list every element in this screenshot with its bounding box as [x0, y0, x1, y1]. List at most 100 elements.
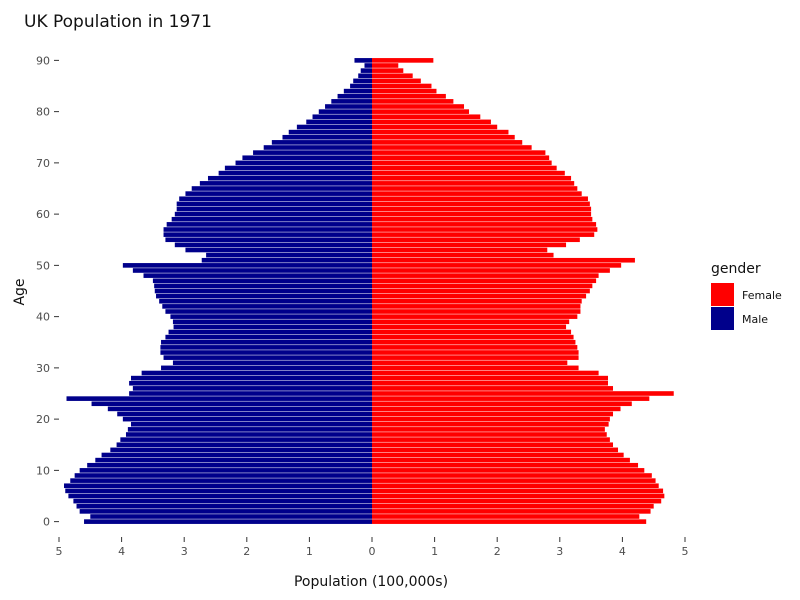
bar-male-age-26 — [132, 386, 372, 391]
bar-female-age-46 — [372, 283, 593, 289]
bar-female-age-70 — [372, 160, 552, 166]
bar-male-age-55 — [165, 237, 372, 243]
bar-female-age-18 — [372, 427, 605, 432]
bar-male-age-41 — [165, 309, 372, 314]
bar-male-age-86 — [353, 78, 372, 84]
bar-male-age-73 — [263, 145, 372, 150]
y-tick-label: 80 — [36, 106, 50, 119]
legend-label-female: Female — [742, 289, 782, 302]
bar-male-age-13 — [101, 452, 373, 458]
x-tick-label: 0 — [369, 545, 376, 558]
bar-female-age-89 — [372, 63, 399, 68]
bar-female-age-84 — [372, 88, 437, 94]
bar-female-age-73 — [372, 145, 532, 150]
bar-male-age-28 — [130, 375, 372, 381]
bar-male-age-17 — [125, 432, 373, 437]
bar-male-age-58 — [166, 222, 372, 227]
bar-male-age-83 — [337, 93, 372, 99]
bar-male-age-23 — [91, 401, 372, 407]
bar-male-age-81 — [325, 104, 372, 109]
bar-male-age-75 — [282, 134, 372, 140]
y-tick-label: 30 — [36, 362, 50, 375]
bar-female-age-57 — [372, 227, 598, 232]
bar-female-age-80 — [372, 109, 470, 114]
x-tick-label: 1 — [306, 545, 313, 558]
bar-female-age-37 — [372, 329, 572, 335]
x-tick-label: 2 — [494, 545, 501, 558]
bar-female-age-4 — [372, 498, 662, 504]
bar-female-age-2 — [372, 509, 651, 514]
bar-female-age-71 — [372, 155, 550, 161]
bar-male-age-40 — [170, 314, 372, 319]
bar-female-age-22 — [372, 406, 621, 412]
chart-title: UK Population in 1971 — [24, 12, 212, 32]
bar-female-age-19 — [372, 421, 609, 427]
bar-male-age-38 — [173, 324, 372, 330]
bar-male-age-7 — [64, 483, 373, 489]
bar-female-age-33 — [372, 350, 579, 355]
x-tick-label: 3 — [181, 545, 188, 558]
bar-female-age-36 — [372, 334, 574, 340]
bar-female-age-67 — [372, 175, 572, 181]
bar-female-age-83 — [372, 93, 446, 99]
bar-male-age-6 — [65, 488, 372, 494]
bar-female-age-34 — [372, 345, 578, 350]
legend-key-male — [711, 307, 734, 330]
bar-male-age-84 — [343, 88, 372, 94]
bar-female-age-14 — [372, 447, 619, 453]
bar-female-age-17 — [372, 432, 607, 437]
bar-female-age-39 — [372, 319, 570, 325]
bar-female-age-85 — [372, 83, 432, 89]
bar-female-age-7 — [372, 483, 659, 489]
bar-female-age-69 — [372, 165, 557, 171]
legend-label-male: Male — [742, 313, 768, 326]
y-tick-label: 60 — [36, 208, 50, 221]
bar-male-age-5 — [68, 493, 372, 499]
bar-male-age-71 — [242, 155, 372, 161]
bar-male-age-89 — [364, 63, 372, 68]
bar-male-age-21 — [117, 411, 372, 417]
bar-female-age-30 — [372, 365, 579, 371]
bar-female-age-49 — [372, 268, 610, 273]
bar-male-age-36 — [165, 334, 372, 340]
bar-female-age-72 — [372, 150, 546, 155]
bar-male-age-0 — [84, 519, 372, 524]
bar-female-age-75 — [372, 134, 515, 140]
y-tick-label: 70 — [36, 157, 50, 170]
x-tick-label: 1 — [431, 545, 438, 558]
bar-male-age-76 — [288, 129, 372, 135]
y-axis-title: Age — [12, 278, 28, 305]
bar-female-age-82 — [372, 99, 454, 104]
bar-male-age-88 — [360, 68, 372, 73]
bar-female-age-6 — [372, 488, 664, 494]
bar-male-age-51 — [201, 257, 372, 263]
bar-male-age-72 — [253, 150, 372, 155]
bar-male-age-56 — [163, 232, 372, 237]
bar-male-age-78 — [306, 119, 372, 125]
bar-female-age-52 — [372, 252, 554, 258]
bar-male-age-82 — [331, 99, 372, 104]
y-tick-label: 0 — [43, 516, 50, 529]
bar-male-age-60 — [174, 211, 372, 217]
bar-female-age-41 — [372, 309, 581, 314]
bar-male-age-24 — [66, 396, 373, 401]
bar-male-age-53 — [185, 247, 372, 253]
legend-key-female — [711, 283, 734, 306]
x-tick-label: 5 — [56, 545, 63, 558]
bar-female-age-3 — [372, 503, 654, 509]
bar-male-age-66 — [199, 181, 372, 186]
bar-female-age-66 — [372, 181, 575, 186]
bar-female-age-26 — [372, 386, 614, 391]
bar-female-age-27 — [372, 380, 609, 386]
bar-female-age-47 — [372, 278, 597, 284]
bar-female-age-60 — [372, 211, 592, 217]
bar-female-age-9 — [372, 473, 652, 478]
bar-male-age-68 — [218, 170, 372, 176]
bar-female-age-86 — [372, 78, 421, 84]
bar-female-age-31 — [372, 360, 568, 366]
bar-female-age-76 — [372, 129, 509, 135]
bar-female-age-51 — [372, 257, 635, 263]
y-tick-label: 10 — [36, 464, 50, 477]
bar-female-age-5 — [372, 493, 665, 499]
